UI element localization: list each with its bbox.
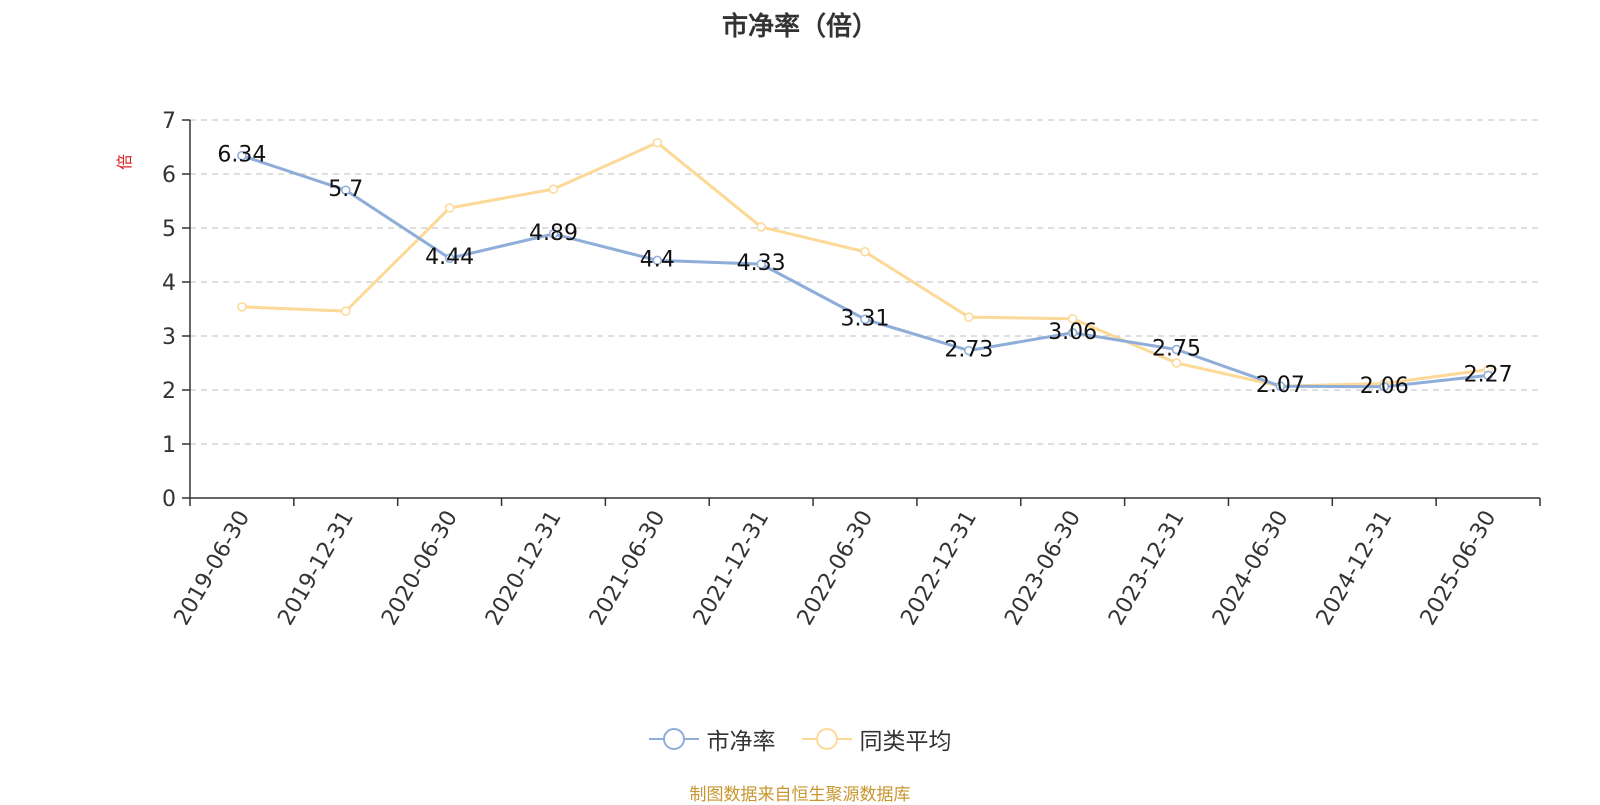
data-label: 2.73 (944, 338, 993, 363)
data-point (756, 259, 766, 269)
legend-label-pb: 市净率 (706, 729, 776, 755)
data-point (1171, 344, 1182, 355)
y-axis-label: 倍 (115, 154, 134, 170)
x-tick-label: 2022-06-30 (793, 507, 879, 630)
data-label: 4.33 (737, 251, 786, 276)
data-point (1483, 370, 1493, 381)
data-label: 3.06 (1048, 320, 1097, 345)
data-point (964, 312, 974, 322)
legend-item-pb[interactable]: 市净率 (648, 722, 776, 756)
data-label: 4.89 (529, 221, 578, 246)
y-tick-label: 1 (162, 433, 176, 458)
y-tick-label: 3 (162, 325, 176, 350)
data-label: 6.34 (217, 143, 266, 168)
y-tick-label: 2 (162, 379, 176, 404)
data-point (548, 229, 559, 239)
data-label: 2.06 (1360, 374, 1409, 399)
x-tick-label: 2020-12-31 (481, 507, 567, 630)
x-tick-label: 2023-12-31 (1104, 507, 1190, 630)
data-point (1171, 358, 1182, 368)
data-point (1275, 381, 1286, 391)
data-point (341, 185, 351, 195)
x-tick-label: 2019-06-30 (170, 507, 256, 630)
data-point (444, 203, 455, 213)
x-tick-label: 2023-06-30 (1000, 507, 1086, 630)
data-point (548, 184, 559, 194)
y-tick-label: 4 (162, 271, 176, 296)
data-point (860, 314, 870, 325)
x-tick-label: 2020-06-30 (377, 507, 463, 630)
legend-item-peer-avg[interactable]: 同类平均 (801, 722, 952, 756)
x-tick-label: 2022-12-31 (896, 507, 982, 630)
data-source: 制图数据来自恒生聚源数据库 (689, 785, 911, 805)
legend-swatch-pb (648, 728, 699, 750)
y-tick-label: 0 (162, 487, 176, 512)
x-tick-label: 2024-12-31 (1312, 507, 1398, 630)
data-point (860, 247, 870, 257)
data-label: 3.31 (841, 306, 890, 331)
legend-swatch-peer-avg (801, 728, 852, 750)
data-point (1379, 382, 1389, 392)
data-label: 4.4 (640, 247, 675, 272)
y-tick-label: 6 (162, 163, 176, 188)
data-point (237, 150, 247, 161)
chart-title: 市净率（倍） (721, 12, 878, 42)
y-tick-label: 7 (162, 109, 176, 134)
data-point (652, 137, 663, 148)
data-point (1067, 328, 1078, 338)
data-label: 5.7 (328, 177, 363, 202)
series-line (241, 154, 1489, 389)
legend: 市净率 同类平均 (0, 722, 1600, 756)
data-point (756, 222, 766, 232)
data-point (237, 302, 247, 312)
data-label: 4.44 (425, 245, 474, 270)
data-label: 2.07 (1256, 373, 1305, 398)
y-tick-label: 5 (162, 217, 176, 242)
data-point (652, 255, 663, 266)
data-point (444, 253, 455, 263)
x-tick-label: 2024-06-30 (1208, 507, 1294, 630)
data-point (964, 345, 974, 356)
data-point (1067, 313, 1078, 324)
x-tick-label: 2019-12-31 (273, 507, 359, 630)
data-point (341, 306, 351, 316)
x-tick-label: 2025-06-30 (1416, 507, 1502, 630)
data-label: 2.27 (1464, 362, 1513, 387)
x-tick-label: 2021-12-31 (689, 507, 775, 630)
data-label: 2.75 (1152, 337, 1201, 362)
x-tick-label: 2021-06-30 (585, 507, 671, 630)
legend-label-peer-avg: 同类平均 (859, 729, 952, 755)
